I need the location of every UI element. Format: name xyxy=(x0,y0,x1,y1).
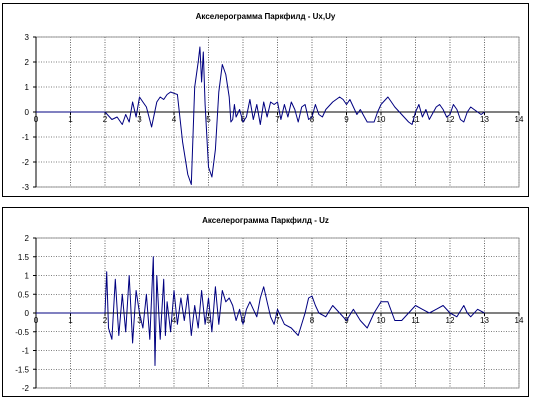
x-tick-label: 3 xyxy=(137,115,142,124)
x-tick-label: 3 xyxy=(137,316,142,325)
x-tick-label: 2 xyxy=(103,115,108,124)
x-tick-label: 0 xyxy=(34,115,39,124)
x-tick-label: 5 xyxy=(206,316,211,325)
chart-panel-uz: Акселерограмма Паркфилд - Uz -2 -1.5 -1 -0.… xyxy=(2,207,529,397)
x-tick-label: 11 xyxy=(411,115,420,124)
x-tick-label: 12 xyxy=(446,316,455,325)
x-tick-label: 1 xyxy=(68,316,73,325)
x-tick-label: 9 xyxy=(344,115,349,124)
x-tick-label: 8 xyxy=(310,115,315,124)
y-tick-label: 1 xyxy=(25,272,30,281)
x-tick-label: 5 xyxy=(206,115,211,124)
y-tick-label: -1 xyxy=(22,133,30,142)
x-tick-label: 10 xyxy=(377,115,386,124)
x-tick-label: 13 xyxy=(480,316,489,325)
x-tick-label: 14 xyxy=(515,316,524,325)
chart-panel-uxuy: Акселерограмма Паркфилд - Ux,Uy -3 -2 -1 0 1… xyxy=(2,3,529,197)
x-tick-label: 7 xyxy=(275,115,280,124)
x-tick-label: 8 xyxy=(310,316,315,325)
chart-title: Акселерограмма Паркфилд - Ux,Uy xyxy=(195,12,336,21)
y-tick-label: -1.5 xyxy=(15,365,29,374)
chart-plot-uz: -2-1.5-1-0.500.511.520 1 2 3 4 5 6 7 8 9 10 11 12 13 1… xyxy=(15,234,524,393)
y-tick-label: -3 xyxy=(22,183,30,192)
x-tick-label: 1 xyxy=(68,115,73,124)
y-tick-label: 2 xyxy=(25,58,30,67)
x-tick-label: 7 xyxy=(275,316,280,325)
chart-title: Акселерограмма Паркфилд - Uz xyxy=(202,216,329,225)
x-tick-label: 0 xyxy=(34,316,39,325)
y-tick-label: 0.5 xyxy=(18,290,30,299)
y-tick-label: -2 xyxy=(22,158,30,167)
x-tick-label: 6 xyxy=(241,115,246,124)
y-tick-label: 0 xyxy=(25,309,30,318)
y-tick-label: 0 xyxy=(25,108,30,117)
x-tick-label: 6 xyxy=(241,316,246,325)
x-tick-label: 13 xyxy=(480,115,489,124)
series-line xyxy=(36,256,485,366)
y-tick-label: -2 xyxy=(22,384,30,393)
x-tick-label: 11 xyxy=(411,316,420,325)
y-tick-label: 3 xyxy=(25,33,30,42)
y-tick-label: 2 xyxy=(25,234,30,243)
x-tick-label: 4 xyxy=(172,115,177,124)
y-tick-label: -0.5 xyxy=(15,328,29,337)
y-tick-label: -1 xyxy=(22,347,30,356)
x-tick-label: 14 xyxy=(515,115,524,124)
x-tick-label: 10 xyxy=(377,316,386,325)
y-tick-label: 1 xyxy=(25,83,30,92)
series-line xyxy=(36,46,485,185)
x-tick-label: 2 xyxy=(103,316,108,325)
x-tick-label: 4 xyxy=(172,316,177,325)
y-tick-label: 1.5 xyxy=(18,253,30,262)
x-tick-label: 12 xyxy=(446,115,455,124)
